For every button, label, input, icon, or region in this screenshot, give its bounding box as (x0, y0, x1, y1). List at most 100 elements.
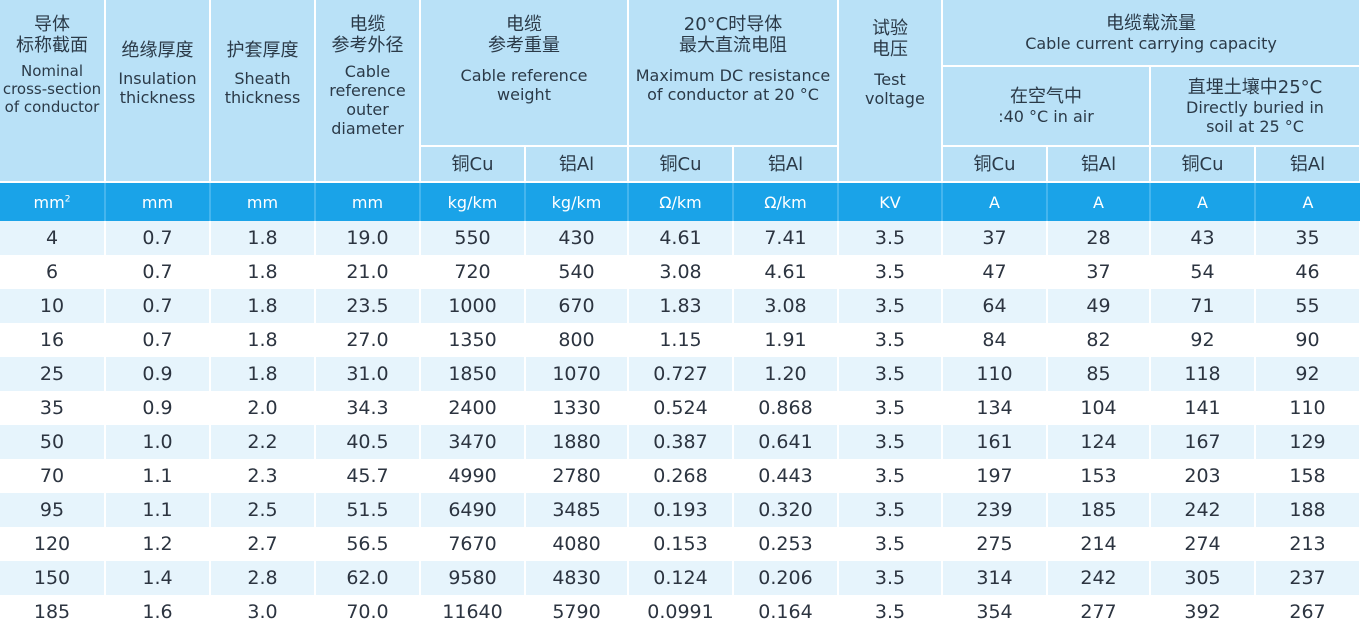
table-row: 4 0.7 1.8 19.0 550 430 4.61 7.41 3.5 37 28 43 35 (0, 221, 1360, 255)
table-cell: 84 (942, 323, 1048, 357)
table-cell: 4990 (420, 459, 526, 493)
table-cell: 0.868 (733, 391, 839, 425)
table-cell: 392 (1150, 595, 1256, 629)
table-cell: 430 (525, 221, 629, 255)
table-cell: 6490 (420, 493, 526, 527)
table-cell: 277 (1047, 595, 1151, 629)
table-cell: 70 (0, 459, 106, 493)
table-cell: 82 (1047, 323, 1151, 357)
table-cell: 2.5 (210, 493, 316, 527)
table-cell: 3.5 (838, 391, 943, 425)
table-cell: 2.2 (210, 425, 316, 459)
table-cell: 214 (1047, 527, 1151, 561)
table-cell: 3.5 (838, 527, 943, 561)
table-cell: 1000 (420, 289, 526, 323)
table-cell: 3.5 (838, 561, 943, 595)
header-test-voltage: 试验 电压 Test voltage (838, 0, 943, 183)
units-row: mm2 mm mm mm kg/km kg/km Ω/km Ω/km KV A … (0, 182, 1360, 221)
table-cell: 354 (942, 595, 1048, 629)
table-cell: 0.727 (628, 357, 734, 391)
table-cell: 1850 (420, 357, 526, 391)
table-cell: 3.5 (838, 493, 943, 527)
table-cell: 7670 (420, 527, 526, 561)
table-cell: 5790 (525, 595, 629, 629)
table-cell: 0.9 (105, 357, 211, 391)
table-row: 185 1.6 3.0 70.0 11640 5790 0.0991 0.164 3.5 354 2… (0, 595, 1360, 629)
unit-cell: mm2 (0, 182, 106, 221)
table-cell: 95 (0, 493, 106, 527)
table-cell: 27.0 (315, 323, 421, 357)
unit-cell: A (1255, 182, 1360, 221)
table-cell: 3485 (525, 493, 629, 527)
table-cell: 3.0 (210, 595, 316, 629)
table-cell: 167 (1150, 425, 1256, 459)
table-row: 70 1.1 2.3 45.7 4990 2780 0.268 0.443 3.5 197 153 2… (0, 459, 1360, 493)
table-cell: 104 (1047, 391, 1151, 425)
table-cell: 0.7 (105, 323, 211, 357)
table-cell: 1880 (525, 425, 629, 459)
unit-cell: Ω/km (733, 182, 839, 221)
unit-cell: mm (315, 182, 421, 221)
table-row: 150 1.4 2.8 62.0 9580 4830 0.124 0.206 3.5 314 242… (0, 561, 1360, 595)
table-cell: 197 (942, 459, 1048, 493)
table-cell: 43 (1150, 221, 1256, 255)
table-cell: 0.7 (105, 221, 211, 255)
table-cell: 550 (420, 221, 526, 255)
table-row: 16 0.7 1.8 27.0 1350 800 1.15 1.91 3.5 84 82 92 90 (0, 323, 1360, 357)
table-cell: 1.8 (210, 323, 316, 357)
table-cell: 0.153 (628, 527, 734, 561)
table-row: 10 0.7 1.8 23.5 1000 670 1.83 3.08 3.5 64 49 71 55 (0, 289, 1360, 323)
table-cell: 0.7 (105, 289, 211, 323)
table-cell: 25 (0, 357, 106, 391)
table-cell: 213 (1255, 527, 1360, 561)
header-resistance-cu: 铜Cu (628, 146, 734, 183)
table-cell: 800 (525, 323, 629, 357)
table-row: 120 1.2 2.7 56.5 7670 4080 0.153 0.253 3.5 275 214… (0, 527, 1360, 561)
table-cell: 2.7 (210, 527, 316, 561)
table-cell: 1.20 (733, 357, 839, 391)
header-resistance-al: 铝Al (733, 146, 839, 183)
header-weight-al: 铝Al (525, 146, 629, 183)
table-cell: 2.8 (210, 561, 316, 595)
table-cell: 31.0 (315, 357, 421, 391)
table-cell: 55 (1255, 289, 1360, 323)
table-cell: 85 (1047, 357, 1151, 391)
table-cell: 161 (942, 425, 1048, 459)
table-cell: 1070 (525, 357, 629, 391)
table-cell: 1.8 (210, 221, 316, 255)
table-cell: 0.193 (628, 493, 734, 527)
table-cell: 0.387 (628, 425, 734, 459)
table-cell: 1.8 (210, 255, 316, 289)
table-cell: 2400 (420, 391, 526, 425)
unit-cell: A (942, 182, 1048, 221)
table-cell: 0.206 (733, 561, 839, 595)
table-cell: 1.15 (628, 323, 734, 357)
table-cell: 1330 (525, 391, 629, 425)
table-cell: 35 (0, 391, 106, 425)
table-cell: 540 (525, 255, 629, 289)
header-sheath: 护套厚度 Sheath thickness (210, 0, 316, 183)
unit-cell: kg/km (420, 182, 526, 221)
table-cell: 4 (0, 221, 106, 255)
table-cell: 6 (0, 255, 106, 289)
table-row: 25 0.9 1.8 31.0 1850 1070 0.727 1.20 3.5 110 85 118… (0, 357, 1360, 391)
table-cell: 134 (942, 391, 1048, 425)
table-cell: 3.5 (838, 255, 943, 289)
table-row: 6 0.7 1.8 21.0 720 540 3.08 4.61 3.5 47 37 54 46 (0, 255, 1360, 289)
table-row: 50 1.0 2.2 40.5 3470 1880 0.387 0.641 3.5 161 124 1… (0, 425, 1360, 459)
table-cell: 35 (1255, 221, 1360, 255)
unit-cell: Ω/km (628, 182, 734, 221)
table-cell: 203 (1150, 459, 1256, 493)
table-cell: 129 (1255, 425, 1360, 459)
table-cell: 16 (0, 323, 106, 357)
table-cell: 141 (1150, 391, 1256, 425)
table-cell: 92 (1150, 323, 1256, 357)
table-cell: 670 (525, 289, 629, 323)
table-cell: 0.524 (628, 391, 734, 425)
table-cell: 21.0 (315, 255, 421, 289)
table-row: 95 1.1 2.5 51.5 6490 3485 0.193 0.320 3.5 239 185 2… (0, 493, 1360, 527)
table-cell: 50 (0, 425, 106, 459)
table-cell: 1.91 (733, 323, 839, 357)
table-cell: 4080 (525, 527, 629, 561)
